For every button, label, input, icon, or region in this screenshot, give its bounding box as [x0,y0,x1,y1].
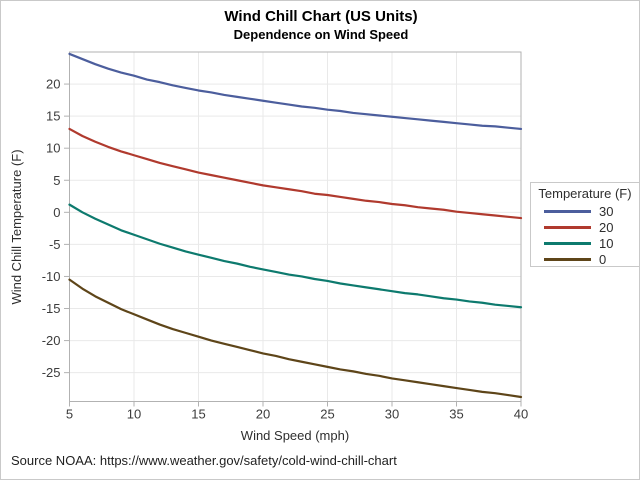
legend-line-swatch-10 [544,241,591,245]
series-line-20 [68,127,523,220]
y-tick-label: 15 [46,109,60,124]
chart-subtitle: Dependence on Wind Speed [233,27,409,42]
legend-label: 10 [599,235,614,251]
series-line-30 [68,52,523,131]
y-tick-label: -25 [42,365,61,380]
legend-title: Temperature (F) [538,186,632,201]
y-axis-title: Wind Chill Temperature (F) [9,149,24,305]
chart-title: Wind Chill Chart (US Units) [224,8,418,25]
legend-label: 0 [599,251,607,267]
legend-line-swatch-0 [544,257,591,261]
x-axis-title: Wind Speed (mph) [240,428,350,443]
legend-line-swatch-30 [544,209,591,213]
legend-item: 30 [531,203,639,219]
source-footnote: Source NOAA: https://www.weather.gov/saf… [11,453,397,468]
y-tick-label: 20 [46,77,60,92]
y-tick-label: 0 [53,205,60,220]
y-tick-label: -5 [49,237,61,252]
y-tick-label: -20 [42,333,61,348]
y-tick-label: 10 [46,141,60,156]
x-tick-label: 10 [127,407,141,422]
x-tick-label: 20 [256,407,270,422]
y-tick-label: 5 [53,173,60,188]
legend-line-swatch-20 [544,225,591,229]
series-line-10 [68,203,523,309]
legend-item: 20 [531,219,639,235]
legend-item: 10 [531,235,639,251]
legend-label: 20 [599,219,614,235]
plot-frame [69,51,522,402]
x-tick-label: 5 [66,407,73,422]
y-tick-label: -15 [42,301,61,316]
legend-label: 30 [599,203,614,219]
legend-item: 0 [531,251,639,267]
x-tick-label: 15 [191,407,205,422]
x-tick-label: 30 [385,407,399,422]
x-tick-label: 40 [514,407,528,422]
legend: Temperature (F) 30 20 10 0 [530,182,639,267]
y-tick-label: -10 [42,269,61,284]
x-tick-label: 35 [449,407,463,422]
series-line-0 [68,278,523,399]
x-tick-label: 25 [320,407,334,422]
